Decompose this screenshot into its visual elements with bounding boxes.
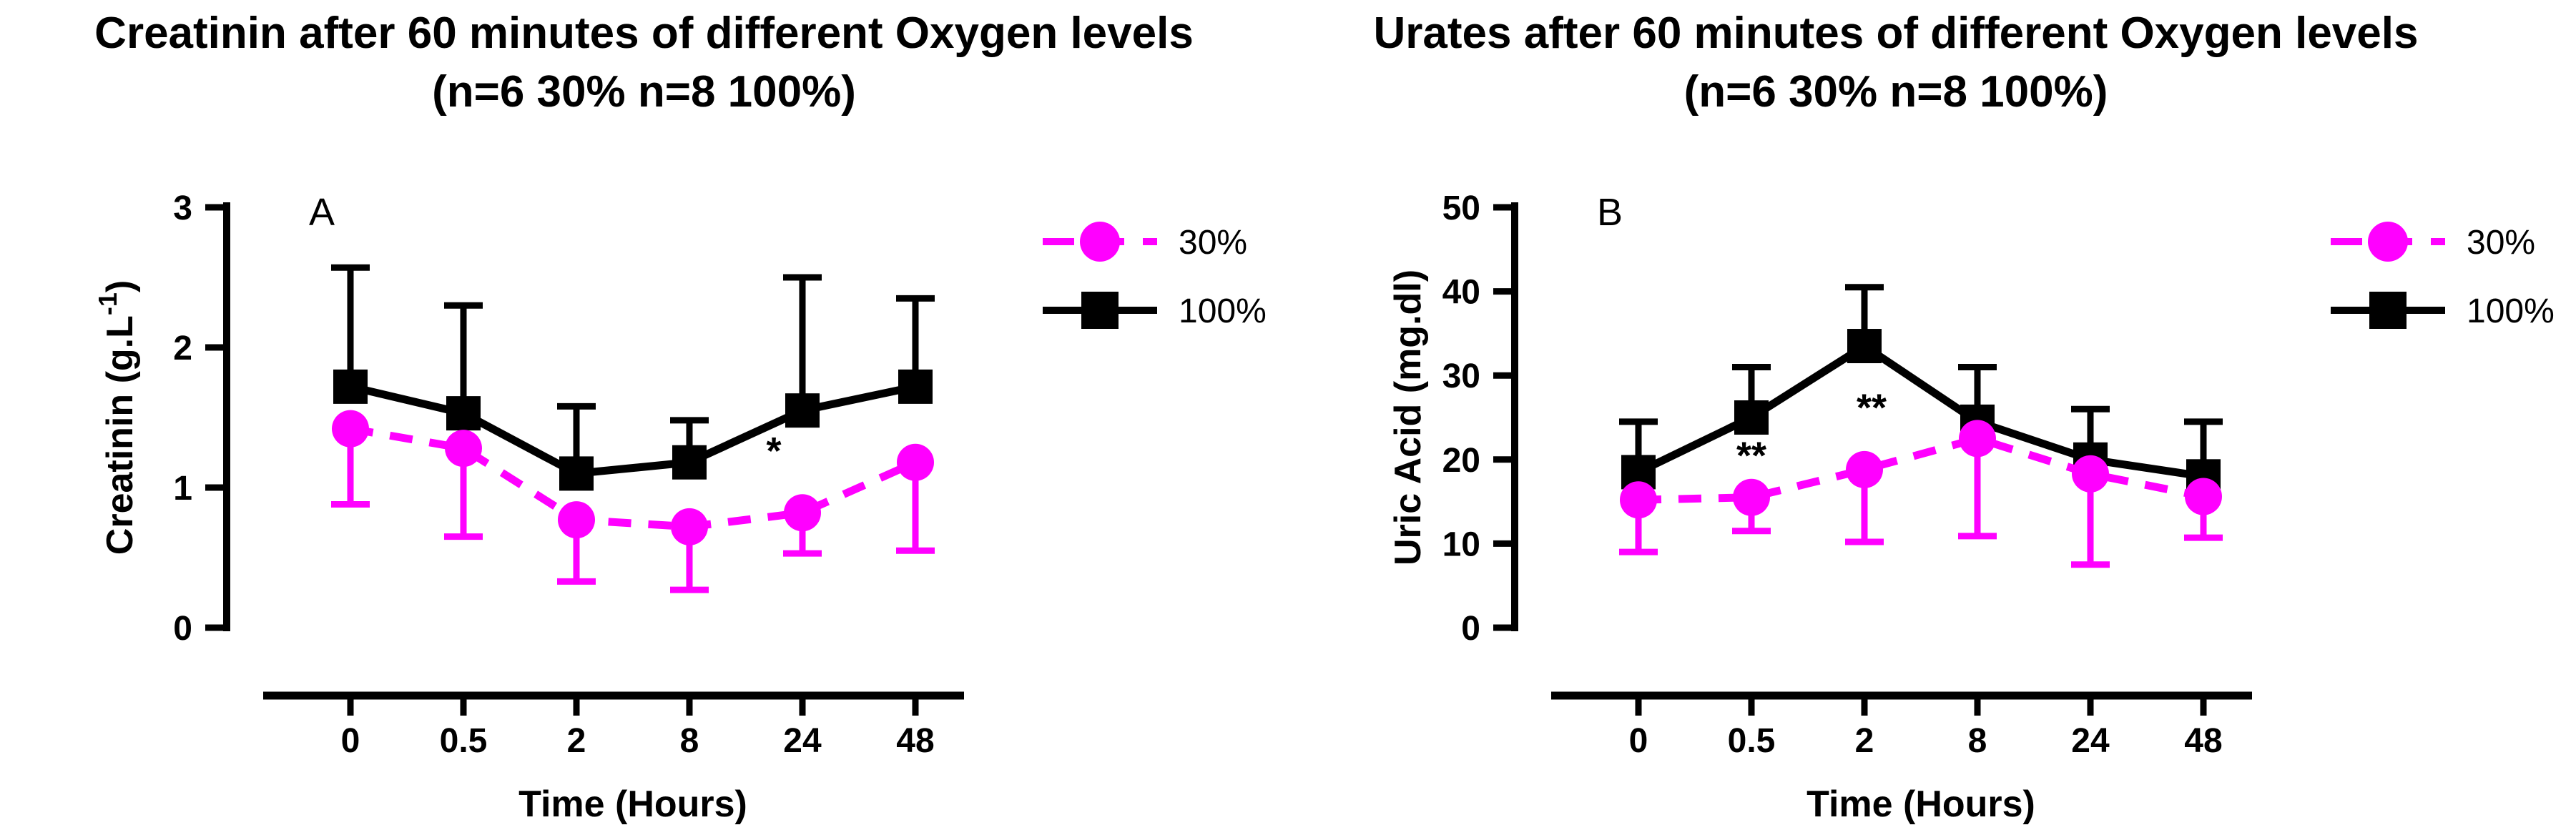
significance-label: ** xyxy=(1857,387,1887,430)
data-point-marker-100% xyxy=(672,445,707,480)
data-point-marker-30% xyxy=(1620,481,1657,519)
y-axis-title: Creatinin (g.L-1) xyxy=(93,280,141,555)
legend-marker-100% xyxy=(2369,292,2407,329)
legend-marker-30% xyxy=(1080,222,1120,262)
panel-letter: A xyxy=(309,191,335,234)
panel-a-title-line2: (n=6 30% n=8 100%) xyxy=(432,66,856,117)
series-line-30% xyxy=(1638,434,2205,504)
panel-b-title-line1: Urates after 60 minutes of different Oxy… xyxy=(1373,9,2419,58)
legend-marker-100% xyxy=(1081,292,1119,329)
significance-label: ** xyxy=(1736,435,1766,478)
y-tick-label: 0 xyxy=(173,610,192,648)
y-tick-label: 10 xyxy=(1442,525,1480,563)
data-point-marker-100% xyxy=(446,396,481,431)
data-point-marker-30% xyxy=(2185,478,2222,515)
panel-letter: B xyxy=(1597,191,1623,234)
data-point-marker-30% xyxy=(2072,455,2109,493)
legend-marker-30% xyxy=(2368,222,2408,262)
x-tick-label: 48 xyxy=(896,722,934,760)
x-tick-label: 0.5 xyxy=(440,722,488,760)
x-tick-label: 8 xyxy=(680,722,699,760)
y-tick-label: 20 xyxy=(1442,442,1480,480)
data-point-marker-100% xyxy=(785,393,820,428)
data-point-marker-30% xyxy=(558,501,595,539)
data-point-marker-100% xyxy=(559,456,594,491)
data-point-marker-100% xyxy=(333,369,368,404)
data-point-marker-30% xyxy=(897,443,934,481)
x-axis-title: Time (Hours) xyxy=(1806,784,2035,825)
panel-a-title-line1: Creatinin after 60 minutes of different … xyxy=(94,9,1194,58)
y-tick-label: 3 xyxy=(173,189,192,227)
data-point-marker-30% xyxy=(1733,478,1770,516)
legend-label-30%: 30% xyxy=(2467,224,2535,262)
y-axis-title: Uric Acid (mg.dl) xyxy=(1387,270,1429,565)
x-axis-title: Time (Hours) xyxy=(518,784,747,825)
panel-a-chart: 0 1 2 3 Creatinin (g.L-1) 0 0.5 2 8 24 48 Time (Hou… xyxy=(93,189,1267,825)
x-tick-label: 0 xyxy=(1629,722,1648,760)
data-point-marker-30% xyxy=(1959,420,1996,458)
y-tick-label: 1 xyxy=(173,470,192,508)
y-tick-label: 40 xyxy=(1442,274,1480,312)
data-point-marker-30% xyxy=(332,410,369,448)
x-tick-label: 0 xyxy=(341,722,360,760)
data-point-marker-30% xyxy=(1846,450,1883,488)
series-line-100% xyxy=(1636,341,2204,480)
x-tick-label: 24 xyxy=(2071,722,2110,760)
legend-label-30%: 30% xyxy=(1179,224,1247,262)
significance-label: * xyxy=(766,430,781,473)
x-tick-label: 2 xyxy=(567,722,586,760)
data-point-marker-30% xyxy=(445,430,482,468)
x-tick-label: 2 xyxy=(1855,722,1874,760)
x-tick-label: 24 xyxy=(783,722,822,760)
panel-a-title: Creatinin after 60 minutes of different … xyxy=(0,4,1288,122)
x-tick-label: 0.5 xyxy=(1728,722,1776,760)
legend-label-100%: 100% xyxy=(2467,292,2555,330)
legend-label-100%: 100% xyxy=(1179,292,1267,330)
data-point-marker-30% xyxy=(671,508,708,545)
data-point-marker-100% xyxy=(1847,329,1882,364)
series-line-30% xyxy=(350,425,918,531)
data-point-marker-100% xyxy=(1734,400,1769,435)
y-tick-label: 0 xyxy=(1461,610,1480,648)
panel-b-title-line2: (n=6 30% n=8 100%) xyxy=(1683,66,2108,117)
y-tick-label: 2 xyxy=(173,330,192,367)
x-tick-label: 48 xyxy=(2184,722,2222,760)
y-tick-label: 50 xyxy=(1442,189,1480,227)
x-tick-label: 8 xyxy=(1968,722,1987,760)
y-tick-label: 30 xyxy=(1442,357,1480,395)
panel-b-title: Urates after 60 minutes of different Oxy… xyxy=(1252,4,2540,122)
data-point-marker-30% xyxy=(784,494,821,532)
panel-b-chart: 0 10 20 30 40 50 Uric Acid (mg.dl) 0 0.5 2 8 24 48 Ti… xyxy=(1387,189,2555,825)
data-point-marker-100% xyxy=(898,369,933,404)
series-line-100% xyxy=(349,382,917,478)
